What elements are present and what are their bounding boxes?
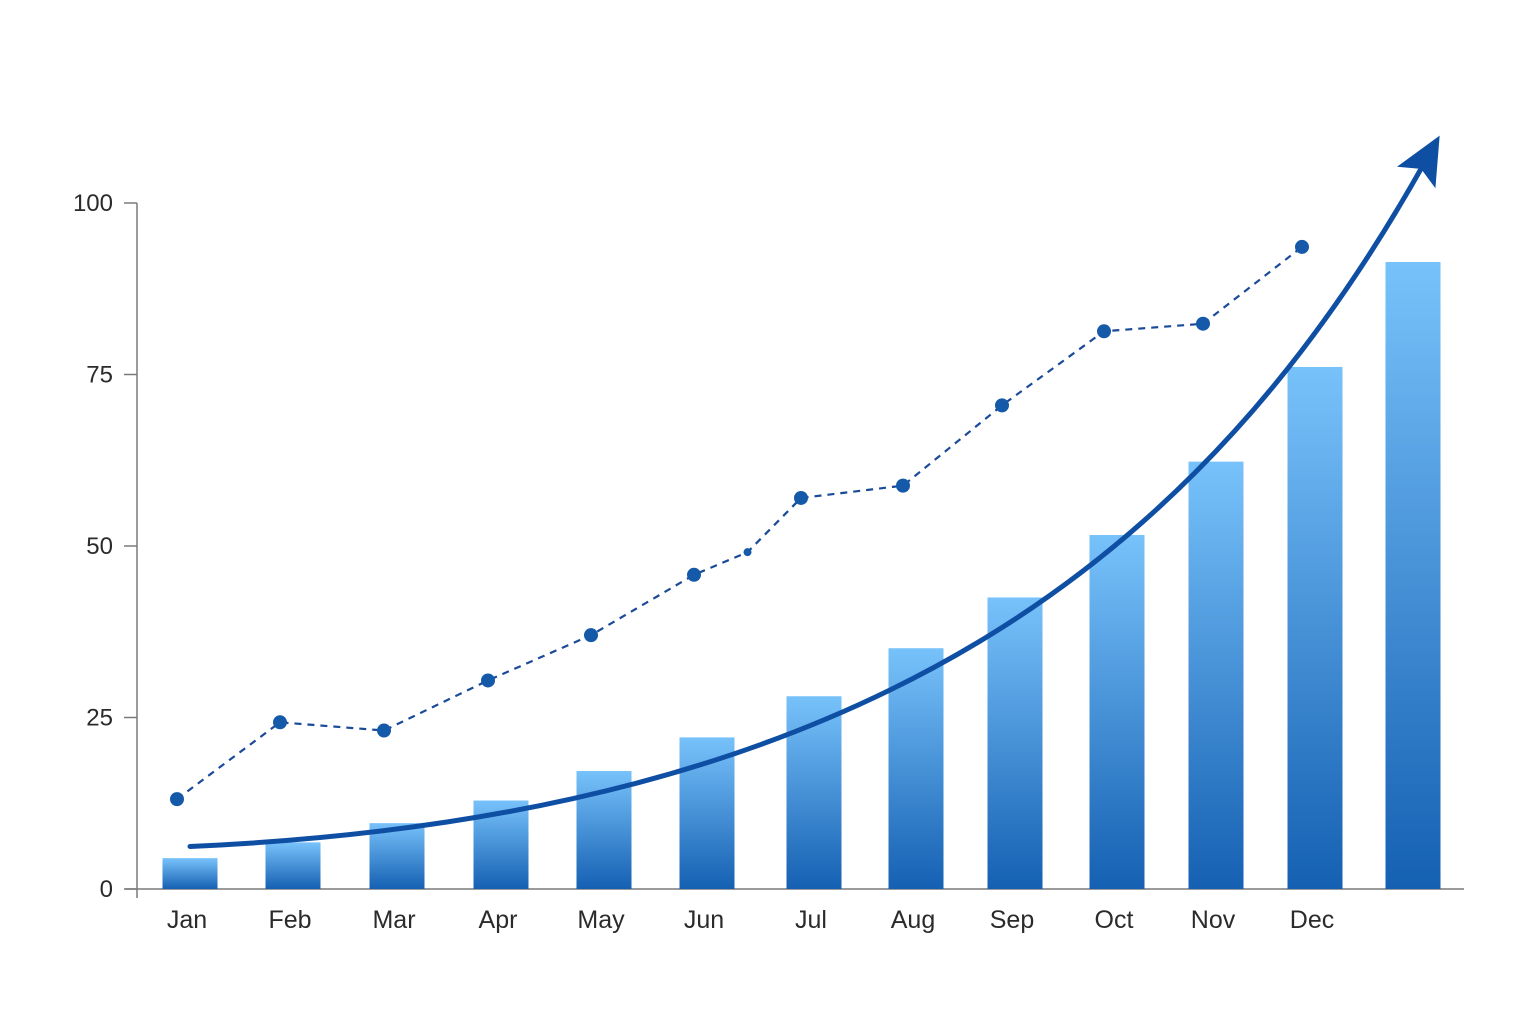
x-tick-label: Jun <box>684 906 724 934</box>
x-ticks: Jan Feb Mar Apr May Jun Jul Aug Sep Oct Nov Dec <box>167 906 1334 934</box>
line-point <box>1196 316 1210 331</box>
x-tick-label: Nov <box>1191 906 1236 934</box>
bar <box>1385 261 1441 890</box>
bar <box>1287 366 1343 890</box>
x-tick-label: Mar <box>372 906 415 934</box>
bar <box>1188 461 1244 889</box>
line-point <box>1097 324 1111 339</box>
line-point <box>896 478 910 493</box>
bar <box>265 842 321 889</box>
trend-curve <box>187 135 1440 849</box>
trend-arrow <box>187 135 1440 849</box>
line-point <box>273 715 287 730</box>
line-point <box>995 398 1009 413</box>
x-tick-label: Apr <box>479 906 518 934</box>
line-point <box>1295 239 1309 254</box>
x-tick-label: Jul <box>795 906 827 934</box>
y-tick-label: 25 <box>86 705 113 732</box>
bar <box>369 823 425 889</box>
x-tick-label: Sep <box>990 906 1034 934</box>
line-point <box>584 628 598 643</box>
line-point <box>481 673 495 688</box>
x-tick-label: Feb <box>268 906 311 934</box>
bar <box>162 858 218 889</box>
line-point <box>687 567 701 582</box>
line-point <box>377 723 391 738</box>
bars <box>162 261 1441 890</box>
line-point <box>170 792 184 807</box>
bar <box>1089 535 1145 889</box>
line-point <box>743 548 752 557</box>
y-tick-label: 50 <box>86 533 113 560</box>
y-tick-label: 75 <box>86 362 113 389</box>
line-point <box>794 490 808 505</box>
dashed-line-series <box>170 239 1309 807</box>
y-tick-label: 0 <box>100 876 113 903</box>
bar <box>987 597 1043 889</box>
x-tick-label: May <box>577 906 625 934</box>
x-tick-label: Jan <box>167 906 207 934</box>
x-tick-label: Oct <box>1095 906 1134 934</box>
bar <box>786 696 842 889</box>
x-tick-label: Aug <box>891 906 935 934</box>
y-tick-label: 100 <box>73 190 113 217</box>
y-ticks: 0 25 50 75 100 <box>73 190 137 903</box>
x-tick-label: Dec <box>1290 906 1334 934</box>
